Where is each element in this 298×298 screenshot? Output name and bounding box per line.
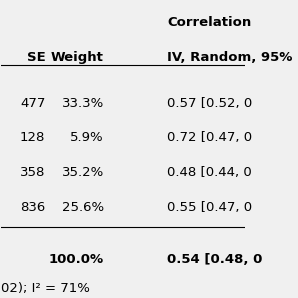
Text: 0.48 [0.44, 0: 0.48 [0.44, 0 bbox=[167, 166, 252, 179]
Text: 100.0%: 100.0% bbox=[49, 253, 104, 266]
Text: 836: 836 bbox=[20, 201, 45, 214]
Text: 0.55 [0.47, 0: 0.55 [0.47, 0 bbox=[167, 201, 252, 214]
Text: SE: SE bbox=[27, 51, 45, 63]
Text: 33.3%: 33.3% bbox=[61, 97, 104, 110]
Text: 0.57 [0.52, 0: 0.57 [0.52, 0 bbox=[167, 97, 252, 110]
Text: Weight: Weight bbox=[51, 51, 104, 63]
Text: 0.72 [0.47, 0: 0.72 [0.47, 0 bbox=[167, 131, 252, 145]
Text: 128: 128 bbox=[20, 131, 45, 145]
Text: 02); I² = 71%: 02); I² = 71% bbox=[1, 282, 90, 295]
Text: IV, Random, 95%: IV, Random, 95% bbox=[167, 51, 293, 63]
Text: 0.54 [0.48, 0: 0.54 [0.48, 0 bbox=[167, 253, 263, 266]
Text: 5.9%: 5.9% bbox=[70, 131, 104, 145]
Text: 35.2%: 35.2% bbox=[61, 166, 104, 179]
Text: Correlation: Correlation bbox=[167, 16, 252, 29]
Text: 358: 358 bbox=[20, 166, 45, 179]
Text: 477: 477 bbox=[20, 97, 45, 110]
Text: 25.6%: 25.6% bbox=[62, 201, 104, 214]
